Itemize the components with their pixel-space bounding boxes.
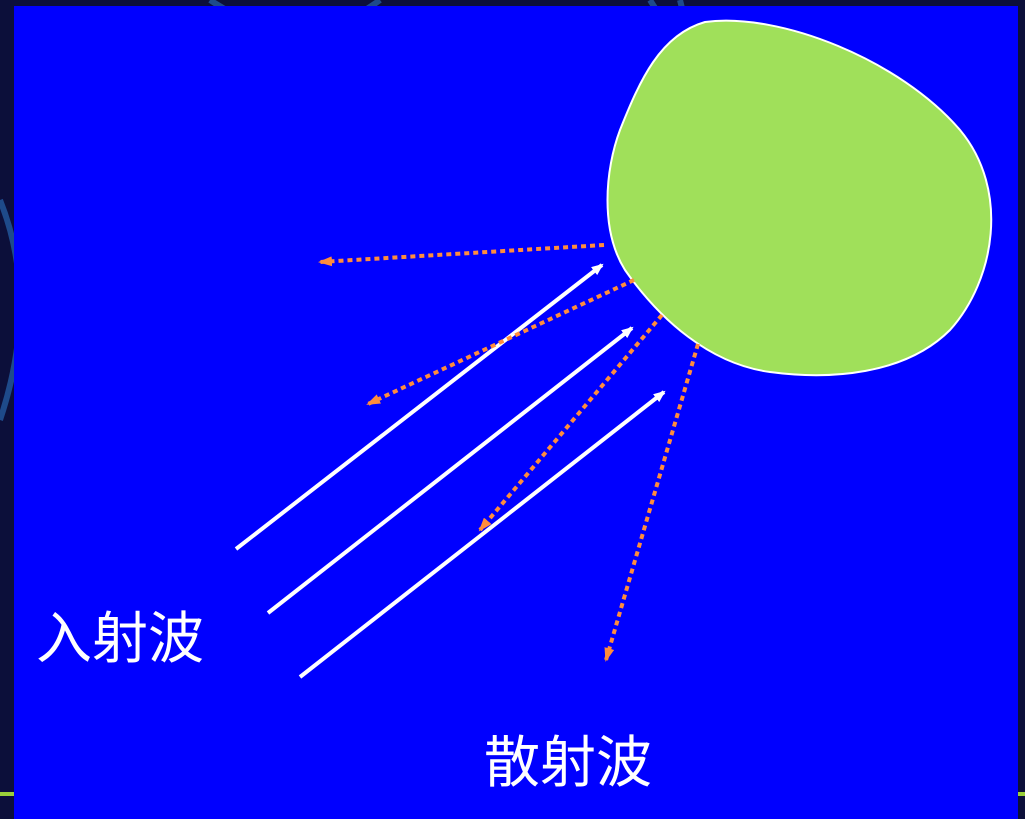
scattered-ray-1 xyxy=(318,243,605,267)
scattered-waves xyxy=(318,243,700,662)
incident-ray-3 xyxy=(298,390,666,679)
incident-waves xyxy=(234,263,666,679)
scattered-wave-label: 散射波 xyxy=(484,731,652,796)
scattering-diagram xyxy=(14,6,1018,819)
scattered-ray-2 xyxy=(366,278,635,406)
incident-wave-label: 入射波 xyxy=(36,607,204,672)
scattered-ray-3 xyxy=(478,313,664,532)
incident-ray-1 xyxy=(234,263,604,551)
scatterer-body xyxy=(606,19,993,377)
diagram-panel xyxy=(14,6,1018,819)
incident-ray-2 xyxy=(266,326,634,615)
scattered-ray-4 xyxy=(604,343,700,662)
